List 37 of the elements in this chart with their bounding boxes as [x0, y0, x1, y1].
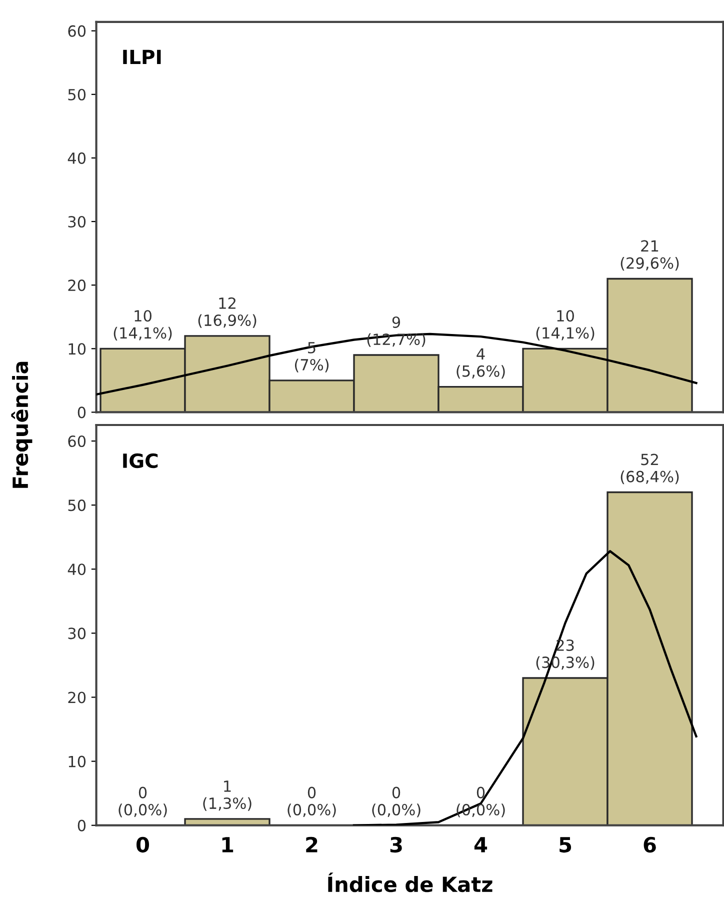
y-tick-label: 10: [68, 343, 86, 355]
data-label: 10 (14,1%): [114, 310, 172, 341]
y-tick-label: 30: [68, 216, 86, 228]
x-tick-label: 4: [474, 837, 488, 852]
x-tick-label: 1: [222, 837, 234, 852]
data-label: 1 (1,3%): [203, 780, 252, 811]
y-tick-label: 60: [68, 435, 86, 448]
x-axis-title: Índice de Katz: [328, 872, 492, 892]
y-tick-label: 20: [68, 280, 86, 292]
data-label: 0 (0,0%): [288, 786, 336, 818]
x-tick-label: 3: [390, 836, 402, 853]
data-label: 21 (29,6%): [620, 240, 679, 271]
y-axis-title: Frequência: [11, 362, 32, 488]
data-label: 0 (0,0%): [372, 786, 420, 818]
y-tick-label: 30: [68, 628, 86, 640]
y-tick-label: 0: [78, 406, 86, 418]
text: IGC: [123, 453, 158, 468]
y-tick-label: 20: [68, 692, 86, 704]
y-tick-label: 0: [78, 820, 86, 832]
data-label: 4 (5,6%): [456, 348, 505, 379]
y-tick-label: 10: [68, 756, 86, 768]
line-series: [352, 550, 698, 826]
x-tick-label: 2: [306, 836, 318, 852]
data-label: 10 (14,1%): [536, 310, 594, 341]
x-tick-label: 6: [644, 836, 656, 853]
data-label: 9 (12,7%): [367, 316, 426, 347]
y-tick-label: 50: [68, 88, 86, 100]
data-label: 52 (68,4%): [620, 454, 679, 484]
data-label: 0 (0,0%): [118, 786, 167, 818]
y-tick-label: 40: [68, 564, 86, 576]
y-tick-label: 50: [68, 500, 86, 512]
x-tick-label: 0: [136, 836, 150, 853]
y-tick-label: 60: [68, 25, 86, 37]
text: ILPI: [123, 50, 161, 64]
data-label: 12 (16,9%): [198, 297, 256, 328]
x-tick-label: 5: [560, 837, 572, 853]
y-tick-label: 40: [68, 152, 86, 164]
